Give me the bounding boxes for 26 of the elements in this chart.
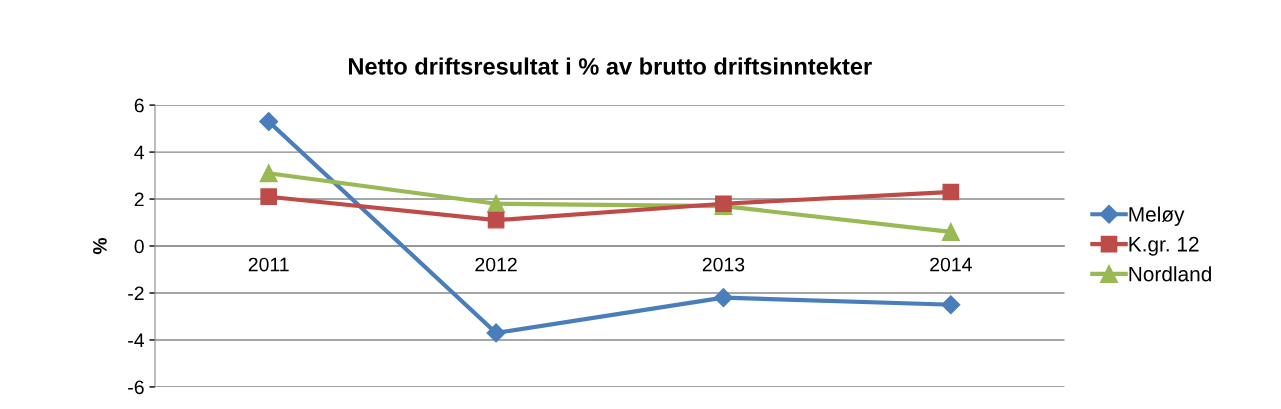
point bbox=[259, 164, 278, 183]
point bbox=[487, 211, 505, 229]
point bbox=[941, 222, 960, 241]
x-tick-label: 2012 bbox=[475, 257, 517, 272]
y-tick-label: -2 bbox=[128, 286, 144, 301]
legend-label: Nordland bbox=[1129, 266, 1211, 282]
y-tick-label: 0 bbox=[134, 239, 144, 254]
y-tick-label: 2 bbox=[134, 192, 144, 207]
x-tick-label: 2014 bbox=[930, 257, 972, 272]
legend-label: K.gr. 12 bbox=[1129, 236, 1199, 256]
y-tick-label: -4 bbox=[128, 333, 145, 347]
y-tick-label: 6 bbox=[134, 98, 144, 113]
point bbox=[259, 112, 279, 132]
x-tick-label: 2013 bbox=[702, 257, 745, 272]
point bbox=[486, 323, 506, 343]
point bbox=[942, 183, 960, 201]
y-tick-label: 4 bbox=[134, 145, 145, 160]
y-axis-title: % bbox=[93, 237, 107, 255]
y-tick-label: -6 bbox=[128, 380, 144, 395]
point bbox=[487, 194, 506, 213]
point bbox=[941, 295, 961, 315]
legend-label: Meløy bbox=[1129, 206, 1185, 226]
chart-title: Netto driftsresultat i % av brutto driftsinntekter bbox=[348, 57, 872, 75]
point bbox=[713, 288, 733, 308]
point bbox=[260, 188, 278, 206]
x-tick-label: 2011 bbox=[248, 257, 289, 272]
